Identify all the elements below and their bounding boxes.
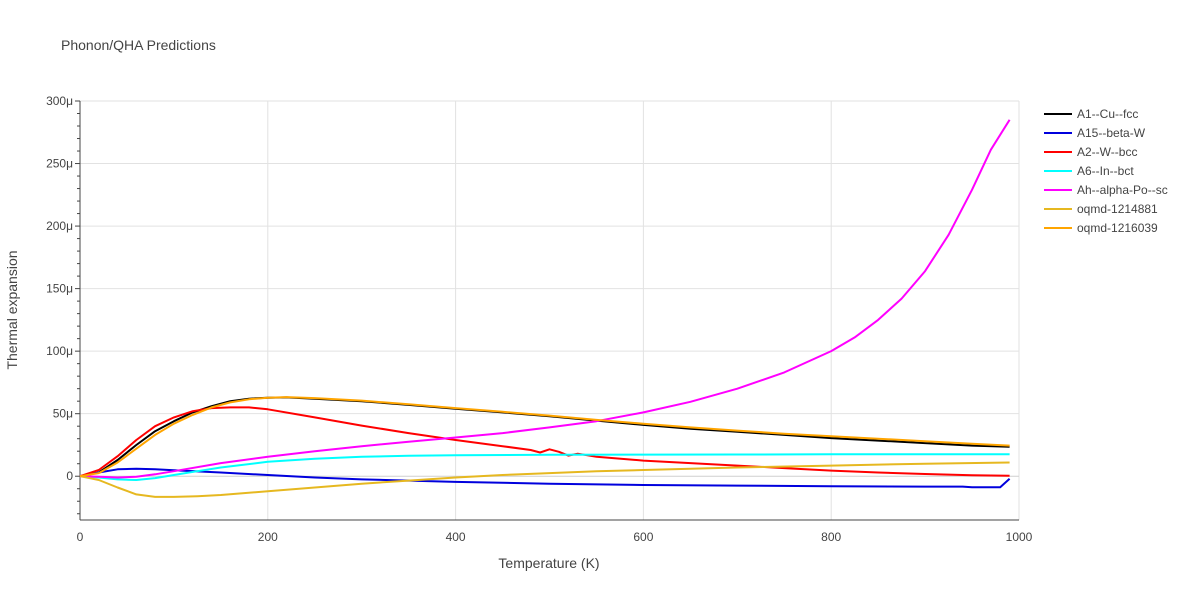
legend-item-a6-in-bct[interactable]: A6--In--bct (1044, 164, 1134, 178)
y-tick-label: 300μ (46, 94, 73, 108)
legend-label: A6--In--bct (1077, 164, 1134, 178)
x-tick-label: 200 (258, 530, 278, 544)
legend-label: A15--beta-W (1077, 126, 1146, 140)
series-line-ah-alpha-po-sc (79, 119, 1011, 479)
legend-label: A2--W--bcc (1077, 145, 1137, 159)
x-tick-label: 0 (77, 530, 84, 544)
grid-lines (79, 100, 1020, 520)
x-axis-label: Temperature (K) (498, 555, 599, 571)
x-tick-label: 1000 (1006, 530, 1033, 544)
legend-item-a1-cu-fcc[interactable]: A1--Cu--fcc (1044, 107, 1138, 121)
legend-label: Ah--alpha-Po--sc (1077, 183, 1168, 197)
x-tick-label: 800 (821, 530, 841, 544)
series-line-a15-beta-w (79, 467, 1011, 489)
series-line-oqmd-1216039 (79, 396, 1010, 478)
legend[interactable]: A1--Cu--fcc A15--beta-W A2--W--bcc A6--In--… (1044, 107, 1168, 235)
series-line-oqmd-1214881 (79, 461, 1010, 498)
legend-item-oqmd-1214881[interactable]: oqmd-1214881 (1044, 202, 1158, 216)
y-tick-label: 250μ (46, 157, 73, 171)
series-line-a2-w-bcc (79, 406, 1010, 478)
legend-item-ah-alpha-po-sc[interactable]: Ah--alpha-Po--sc (1044, 183, 1168, 197)
y-tick-label: 200μ (46, 219, 73, 233)
legend-item-a2-w-bcc[interactable]: A2--W--bcc (1044, 145, 1137, 159)
y-tick-labels: 0 50μ 100μ 150μ 200μ 250μ 300μ (46, 94, 73, 483)
x-tick-labels: 0 200 400 600 800 1000 (77, 530, 1033, 544)
axes (75, 100, 1019, 521)
legend-item-oqmd-1216039[interactable]: oqmd-1216039 (1044, 221, 1158, 235)
y-tick-label: 100μ (46, 344, 73, 358)
legend-label: oqmd-1214881 (1077, 202, 1158, 216)
legend-label: A1--Cu--fcc (1077, 107, 1138, 121)
series-line-a6-in-bct (79, 453, 1010, 481)
legend-label: oqmd-1216039 (1077, 221, 1158, 235)
y-axis-label: Thermal expansion (4, 250, 20, 369)
legend-item-a15-beta-w[interactable]: A15--beta-W (1044, 126, 1146, 140)
x-tick-label: 400 (446, 530, 466, 544)
y-tick-label: 50μ (53, 407, 73, 421)
y-tick-label: 150μ (46, 282, 73, 296)
y-tick-label: 0 (66, 469, 73, 483)
chart-title: Phonon/QHA Predictions (61, 37, 216, 53)
x-tick-label: 600 (633, 530, 653, 544)
series-lines (79, 119, 1011, 498)
